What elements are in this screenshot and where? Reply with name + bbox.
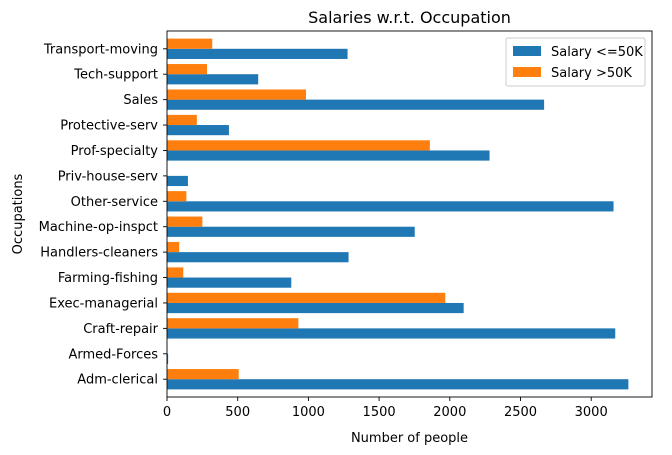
x-axis-title: Number of people — [351, 431, 468, 446]
bar-gt-50k-craft-repair — [167, 318, 299, 329]
bar-gt-50k-transport-moving — [167, 38, 213, 49]
y-tick-label: Farming-fishing — [58, 271, 158, 286]
bar-gt-50k-protective-serv — [167, 114, 197, 126]
y-tick-label: Sales — [123, 93, 158, 108]
y-tick-label: Armed-Forces — [68, 347, 158, 362]
x-tick-label: 3000 — [575, 405, 608, 420]
y-tick-label: Transport-moving — [43, 42, 158, 57]
bar-le-50k-sales — [167, 99, 545, 110]
bar-le-50k-farming-fishing — [167, 277, 292, 288]
legend-label-le-50k: Salary <=50K — [551, 45, 643, 60]
y-tick-label: Priv-house-serv — [58, 169, 159, 184]
bar-le-50k-protective-serv — [167, 125, 229, 136]
y-tick-label: Adm-clerical — [77, 373, 158, 388]
bar-gt-50k-sales — [167, 89, 306, 100]
bar-le-50k-adm-clerical — [167, 379, 629, 390]
bar-le-50k-priv-house-serv — [167, 175, 188, 187]
bar-gt-50k-adm-clerical — [167, 369, 239, 380]
x-axis: 0 500 1000 1500 2000 2500 3000 — [163, 397, 608, 420]
legend-label-gt-50k: Salary >50K — [551, 66, 632, 81]
chart-title: Salaries w.r.t. Occupation — [308, 8, 511, 27]
legend: Salary <=50K Salary >50K — [505, 37, 646, 87]
legend-swatch-gt-50k — [513, 67, 541, 77]
bar-gt-50k-handlers-cleaners — [167, 241, 180, 253]
bar-le-50k-handlers-cleaners — [167, 252, 349, 263]
y-tick-label: Tech-support — [73, 68, 158, 83]
y-tick-label: Prof-specialty — [71, 144, 159, 159]
bar-le-50k-machine-op-inspct — [167, 226, 415, 237]
y-tick-label: Craft-repair — [83, 322, 158, 337]
bar-le-50k-craft-repair — [167, 328, 616, 339]
y-tick-label: Other-service — [71, 195, 158, 210]
bar-le-50k-exec-managerial — [167, 302, 464, 314]
bar-le-50k-transport-moving — [167, 48, 348, 59]
y-tick-label: Exec-managerial — [49, 296, 158, 311]
bar-gt-50k-farming-fishing — [167, 267, 184, 278]
y-tick-label: Handlers-cleaners — [40, 246, 158, 261]
bar-gt-50k-machine-op-inspct — [167, 216, 203, 227]
y-axis: Adm-clerical Armed-Forces Craft-repair Exec… — [39, 42, 167, 388]
bar-gt-50k-exec-managerial — [167, 292, 446, 303]
legend-swatch-le-50k — [513, 46, 541, 56]
bar-le-50k-prof-specialty — [167, 150, 490, 161]
x-tick-label: 2000 — [433, 405, 466, 420]
bar-le-50k-tech-support — [167, 74, 259, 85]
x-tick-label: 500 — [225, 405, 250, 420]
x-tick-label: 1500 — [363, 405, 396, 420]
x-tick-label: 0 — [163, 405, 171, 420]
y-tick-label: Protective-serv — [60, 119, 158, 134]
bar-gt-50k-prof-specialty — [167, 140, 430, 151]
x-tick-label: 1000 — [292, 405, 325, 420]
y-axis-title: Occupations — [11, 173, 26, 254]
plot-area-frame — [166, 30, 653, 398]
bar-le-50k-other-service — [167, 201, 614, 212]
bar-gt-50k-other-service — [167, 191, 187, 202]
bar-gt-50k-tech-support — [167, 64, 208, 75]
bars-layer — [167, 38, 629, 390]
bar-le-50k-armed-forces — [167, 353, 169, 364]
y-tick-label: Machine-op-inspct — [39, 220, 158, 235]
x-tick-label: 2500 — [504, 405, 537, 420]
